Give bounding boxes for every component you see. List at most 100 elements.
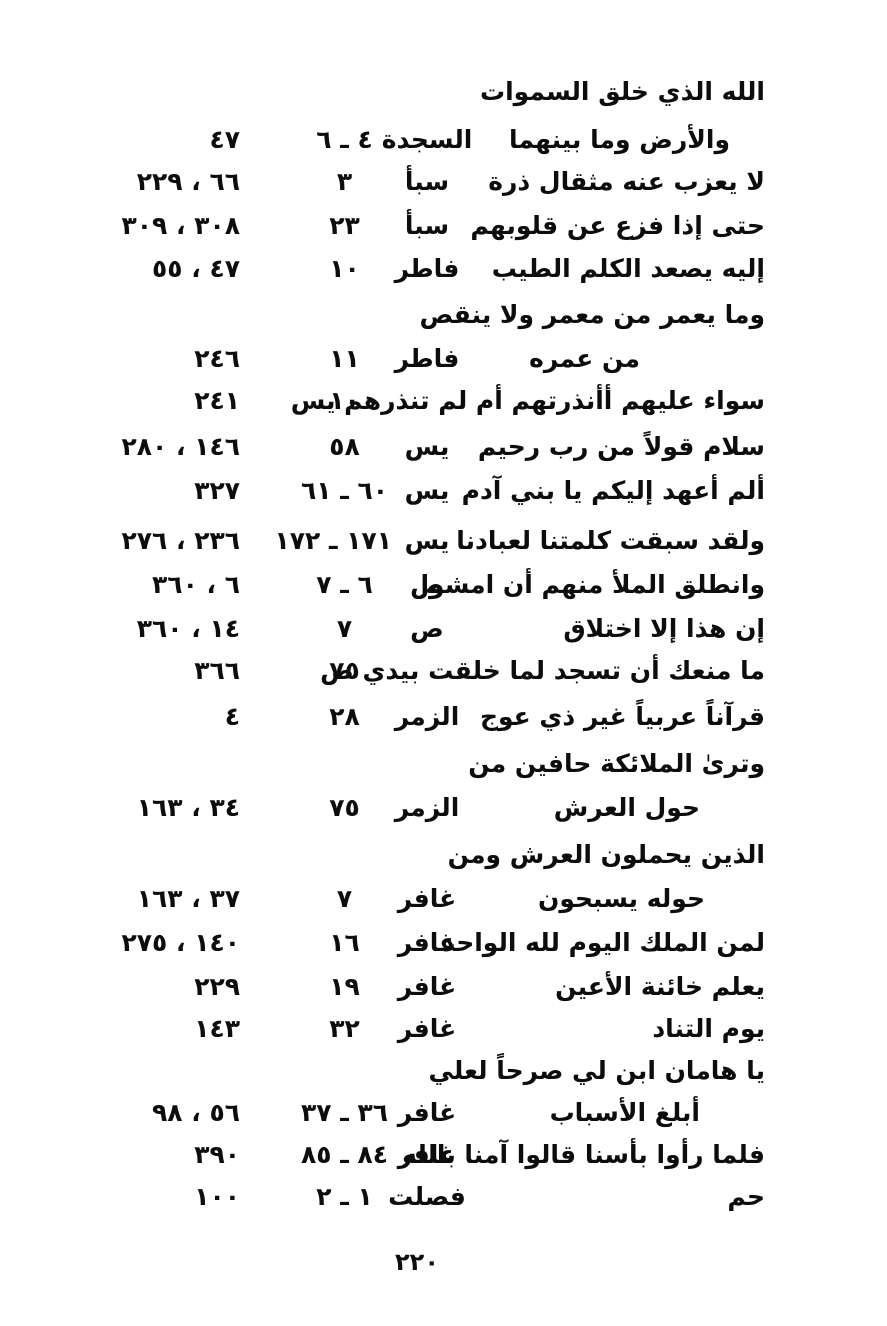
verse-number: ١٠ [329, 386, 360, 415]
verse-text: سلام قولاً من رب رحيم [477, 432, 765, 461]
page-references: ١٤ ، ٣٦٠ [136, 614, 240, 643]
surah-name: سبأ [404, 167, 450, 196]
verse-number: ٢٣ [329, 211, 360, 240]
surah-name: غافر [397, 1014, 457, 1043]
surah-name: الزمر [394, 793, 460, 822]
verse-text: حول العرش [553, 793, 700, 822]
verse-number: ١٩ [329, 972, 360, 1001]
table-row: ما منعك أن تسجد لما خلقت بيدي ص ٧٥ ٣٦٦ [0, 650, 887, 692]
page-references: ١٤٣ [194, 1014, 240, 1043]
surah-name: الزمر [394, 702, 460, 731]
table-row: أبلغ الأسباب غافر ٣٦ ـ ٣٧ ٥٦ ، ٩٨ [0, 1092, 887, 1134]
verse-text: لا يعزب عنه مثقال ذرة [488, 167, 765, 196]
verse-text: حم [727, 1182, 765, 1211]
page-references: ١٤٠ ، ٢٧٥ [121, 928, 240, 957]
verse-text: ألم أعهد إليكم يا بني آدم [461, 476, 765, 505]
table-row: لمن الملك اليوم لله الواحد غافر ١٦ ١٤٠ ،… [0, 922, 887, 964]
table-row: وما يعمر من معمر ولا ينقص [0, 294, 887, 336]
verse-number: ٢٨ [329, 702, 360, 731]
verse-text: لمن الملك اليوم لله الواحد [441, 928, 765, 957]
verse-number: ٣ [336, 167, 353, 196]
verse-text: الذين يحملون العرش ومن [447, 840, 765, 869]
table-row: حول العرش الزمر ٧٥ ٣٤ ، ١٦٣ [0, 787, 887, 829]
table-row: وانطلق الملأ منهم أن امشوا ص ٦ ـ ٧ ٦ ، ٣… [0, 564, 887, 606]
verse-text: حوله يسبحون [537, 884, 705, 913]
page-references: ٤٧ ، ٥٥ [152, 254, 240, 283]
table-row: سلام قولاً من رب رحيم يس ٥٨ ١٤٦ ، ٢٨٠ [0, 426, 887, 468]
page-references: ٣٧ ، ١٦٣ [136, 884, 240, 913]
page-references: ٣٠٨ ، ٣٠٩ [121, 211, 240, 240]
verse-number: ٣٢ [329, 1014, 360, 1043]
page-references: ٢٤١ [194, 386, 240, 415]
verse-text: أبلغ الأسباب [549, 1098, 700, 1127]
table-row: يعلم خائنة الأعين غافر ١٩ ٢٢٩ [0, 966, 887, 1008]
verse-text: الله الذي خلق السموات [479, 77, 765, 106]
table-row: الله الذي خلق السموات [0, 71, 887, 113]
page-references: ٣٢٧ [194, 476, 240, 505]
page-references: ٥٦ ، ٩٨ [152, 1098, 240, 1127]
verse-text: والأرض وما بينهما [508, 125, 730, 154]
surah-name: يس [404, 476, 450, 505]
table-row: وترىٰ الملائكة حافين من [0, 743, 887, 785]
verse-text: فلما رأوا بأسنا قالوا آمنا بالله [402, 1140, 765, 1169]
surah-name: يس [404, 432, 450, 461]
table-row: حوله يسبحون غافر ٧ ٣٧ ، ١٦٣ [0, 878, 887, 920]
surah-name: غافر [397, 884, 457, 913]
verse-text: سواء عليهم أأنذرتهم أم لم تنذرهم يس [290, 386, 765, 415]
page-references: ٢٢٩ [194, 972, 240, 1001]
verse-text: إليه يصعد الكلم الطيب [491, 254, 765, 283]
table-row: يا هامان ابن لي صرحاً لعلي [0, 1050, 887, 1092]
table-row: من عمره فاطر ١١ ٢٤٦ [0, 338, 887, 380]
surah-name: السجدة [381, 125, 473, 154]
table-row: يوم التناد غافر ٣٢ ١٤٣ [0, 1008, 887, 1050]
surah-name: غافر [397, 972, 457, 1001]
surah-name: غافر [397, 1098, 457, 1127]
table-row: ولقد سبقت كلمتنا لعبادنا يس ١٧١ ـ ١٧٢ ٢٣… [0, 520, 887, 562]
surah-name: غافر [397, 1140, 457, 1169]
verse-text: وما يعمر من معمر ولا ينقص [419, 300, 765, 329]
verse-text: ما منعك أن تسجد لما خلقت بيدي ص [320, 656, 765, 685]
table-row: حتى إذا فزع عن قلوبهم سبأ ٢٣ ٣٠٨ ، ٣٠٩ [0, 205, 887, 247]
verse-text: ولقد سبقت كلمتنا لعبادنا [456, 526, 765, 555]
verse-text: يا هامان ابن لي صرحاً لعلي [428, 1056, 765, 1085]
verse-number: ٧ [336, 614, 353, 643]
verse-number: ٥٨ [329, 432, 360, 461]
page-references: ٣٤ ، ١٦٣ [136, 793, 240, 822]
verse-text: وترىٰ الملائكة حافين من [468, 749, 765, 778]
verse-number: ٧٥ [329, 656, 360, 685]
verse-number: ٨٤ ـ ٨٥ [300, 1140, 388, 1169]
page-references: ٤٧ [209, 125, 240, 154]
verse-number: ٧ [336, 884, 353, 913]
verse-text: إن هذا إلا اختلاق [563, 614, 765, 643]
verse-number: ١٠ [329, 254, 360, 283]
surah-name: فاطر [394, 344, 460, 373]
table-row: حم فصلت ١ ـ ٢ ١٠٠ [0, 1176, 887, 1218]
verse-number: ٦٠ ـ ٦١ [300, 476, 388, 505]
verse-text: حتى إذا فزع عن قلوبهم [470, 211, 765, 240]
surah-name: فاطر [394, 254, 460, 283]
page-references: ١٠٠ [194, 1182, 240, 1211]
table-row: إليه يصعد الكلم الطيب فاطر ١٠ ٤٧ ، ٥٥ [0, 248, 887, 290]
surah-name: يس [404, 526, 450, 555]
page-references: ٣٩٠ [194, 1140, 240, 1169]
verse-number: ١١ [329, 344, 360, 373]
verse-number: ١٦ [329, 928, 360, 957]
verse-number: ١٧١ ـ ١٧٢ [274, 526, 392, 555]
verse-number: ١ ـ ٢ [316, 1182, 373, 1211]
table-row: لا يعزب عنه مثقال ذرة سبأ ٣ ٦٦ ، ٢٢٩ [0, 161, 887, 203]
table-row: فلما رأوا بأسنا قالوا آمنا بالله غافر ٨٤… [0, 1134, 887, 1176]
surah-name: ص [410, 614, 444, 643]
verse-text: من عمره [529, 344, 640, 373]
page-references: ٢٣٦ ، ٢٧٦ [121, 526, 240, 555]
page-references: ٢٤٦ [194, 344, 240, 373]
page-number: ٢٢٠ [395, 1248, 439, 1276]
surah-name: فصلت [388, 1182, 466, 1211]
table-row: الذين يحملون العرش ومن [0, 834, 887, 876]
page-references: ٦٦ ، ٢٢٩ [136, 167, 240, 196]
table-row: قرآناً عربياً غير ذي عوج الزمر ٢٨ ٤ [0, 696, 887, 738]
page-references: ٣٦٦ [194, 656, 240, 685]
page-references: ٤ [224, 702, 240, 731]
verse-text: يعلم خائنة الأعين [555, 972, 765, 1001]
surah-name: غافر [397, 928, 457, 957]
